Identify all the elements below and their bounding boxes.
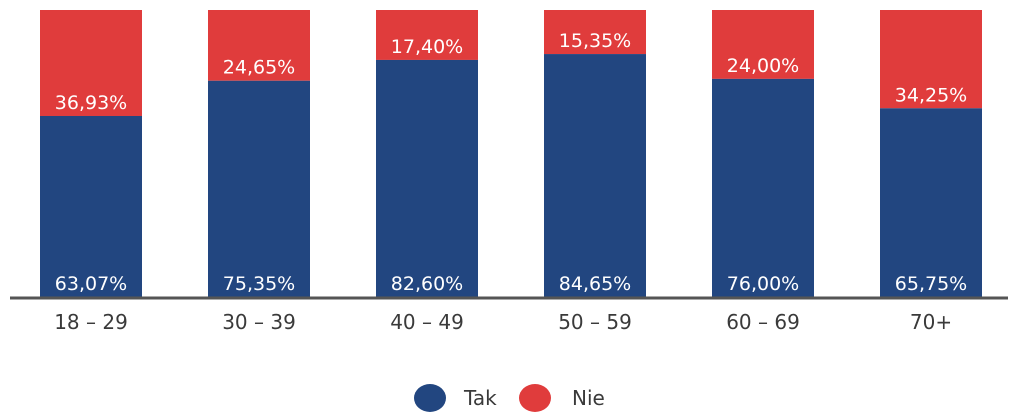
x-tick-label-1: 30 – 39: [222, 310, 296, 334]
bar-nie-4: [712, 10, 814, 79]
data-label-tak-0: 63,07%: [55, 273, 127, 295]
data-label-nie-0: 36,93%: [55, 92, 127, 114]
legend-swatch-tak: [414, 384, 446, 412]
legend-label-tak: Tak: [463, 386, 497, 410]
data-label-tak-3: 84,65%: [559, 273, 631, 295]
data-label-nie-4: 24,00%: [727, 55, 799, 77]
data-label-tak-1: 75,35%: [223, 273, 295, 295]
data-label-tak-5: 65,75%: [895, 273, 967, 295]
bar-tak-4: [712, 78, 814, 297]
data-label-nie-5: 34,25%: [895, 84, 967, 106]
x-tick-label-4: 60 – 69: [726, 310, 800, 334]
x-tick-label-2: 40 – 49: [390, 310, 464, 334]
x-tick-label-0: 18 – 29: [54, 310, 128, 334]
bar-nie-2: [376, 10, 478, 60]
x-tick-labels-group: 18 – 29 30 – 39 40 – 49 50 – 59 60 – 69 70+: [54, 310, 952, 334]
data-label-nie-1: 24,65%: [223, 57, 295, 79]
bar-tak-1: [208, 80, 310, 297]
bar-nie-1: [208, 10, 310, 81]
legend: Tak Nie: [414, 384, 605, 412]
bar-tak-3: [544, 54, 646, 297]
bars-group: [40, 10, 982, 297]
x-tick-label-5: 70+: [910, 310, 952, 334]
legend-label-nie: Nie: [572, 386, 605, 410]
bar-tak-0: [40, 115, 142, 297]
bar-tak-2: [376, 59, 478, 297]
bar-tak-5: [880, 108, 982, 297]
bar-nie-3: [544, 10, 646, 55]
data-label-nie-2: 17,40%: [391, 36, 463, 58]
legend-swatch-nie: [519, 384, 551, 412]
bar-labels-group: 36,93% 63,07% 24,65% 75,35% 17,40% 82,60% 15,3…: [55, 30, 967, 295]
x-tick-label-3: 50 – 59: [558, 310, 632, 334]
bar-nie-5: [880, 10, 982, 109]
bar-nie-0: [40, 10, 142, 116]
data-label-tak-4: 76,00%: [727, 273, 799, 295]
data-label-nie-3: 15,35%: [559, 30, 631, 52]
data-label-tak-2: 82,60%: [391, 273, 463, 295]
